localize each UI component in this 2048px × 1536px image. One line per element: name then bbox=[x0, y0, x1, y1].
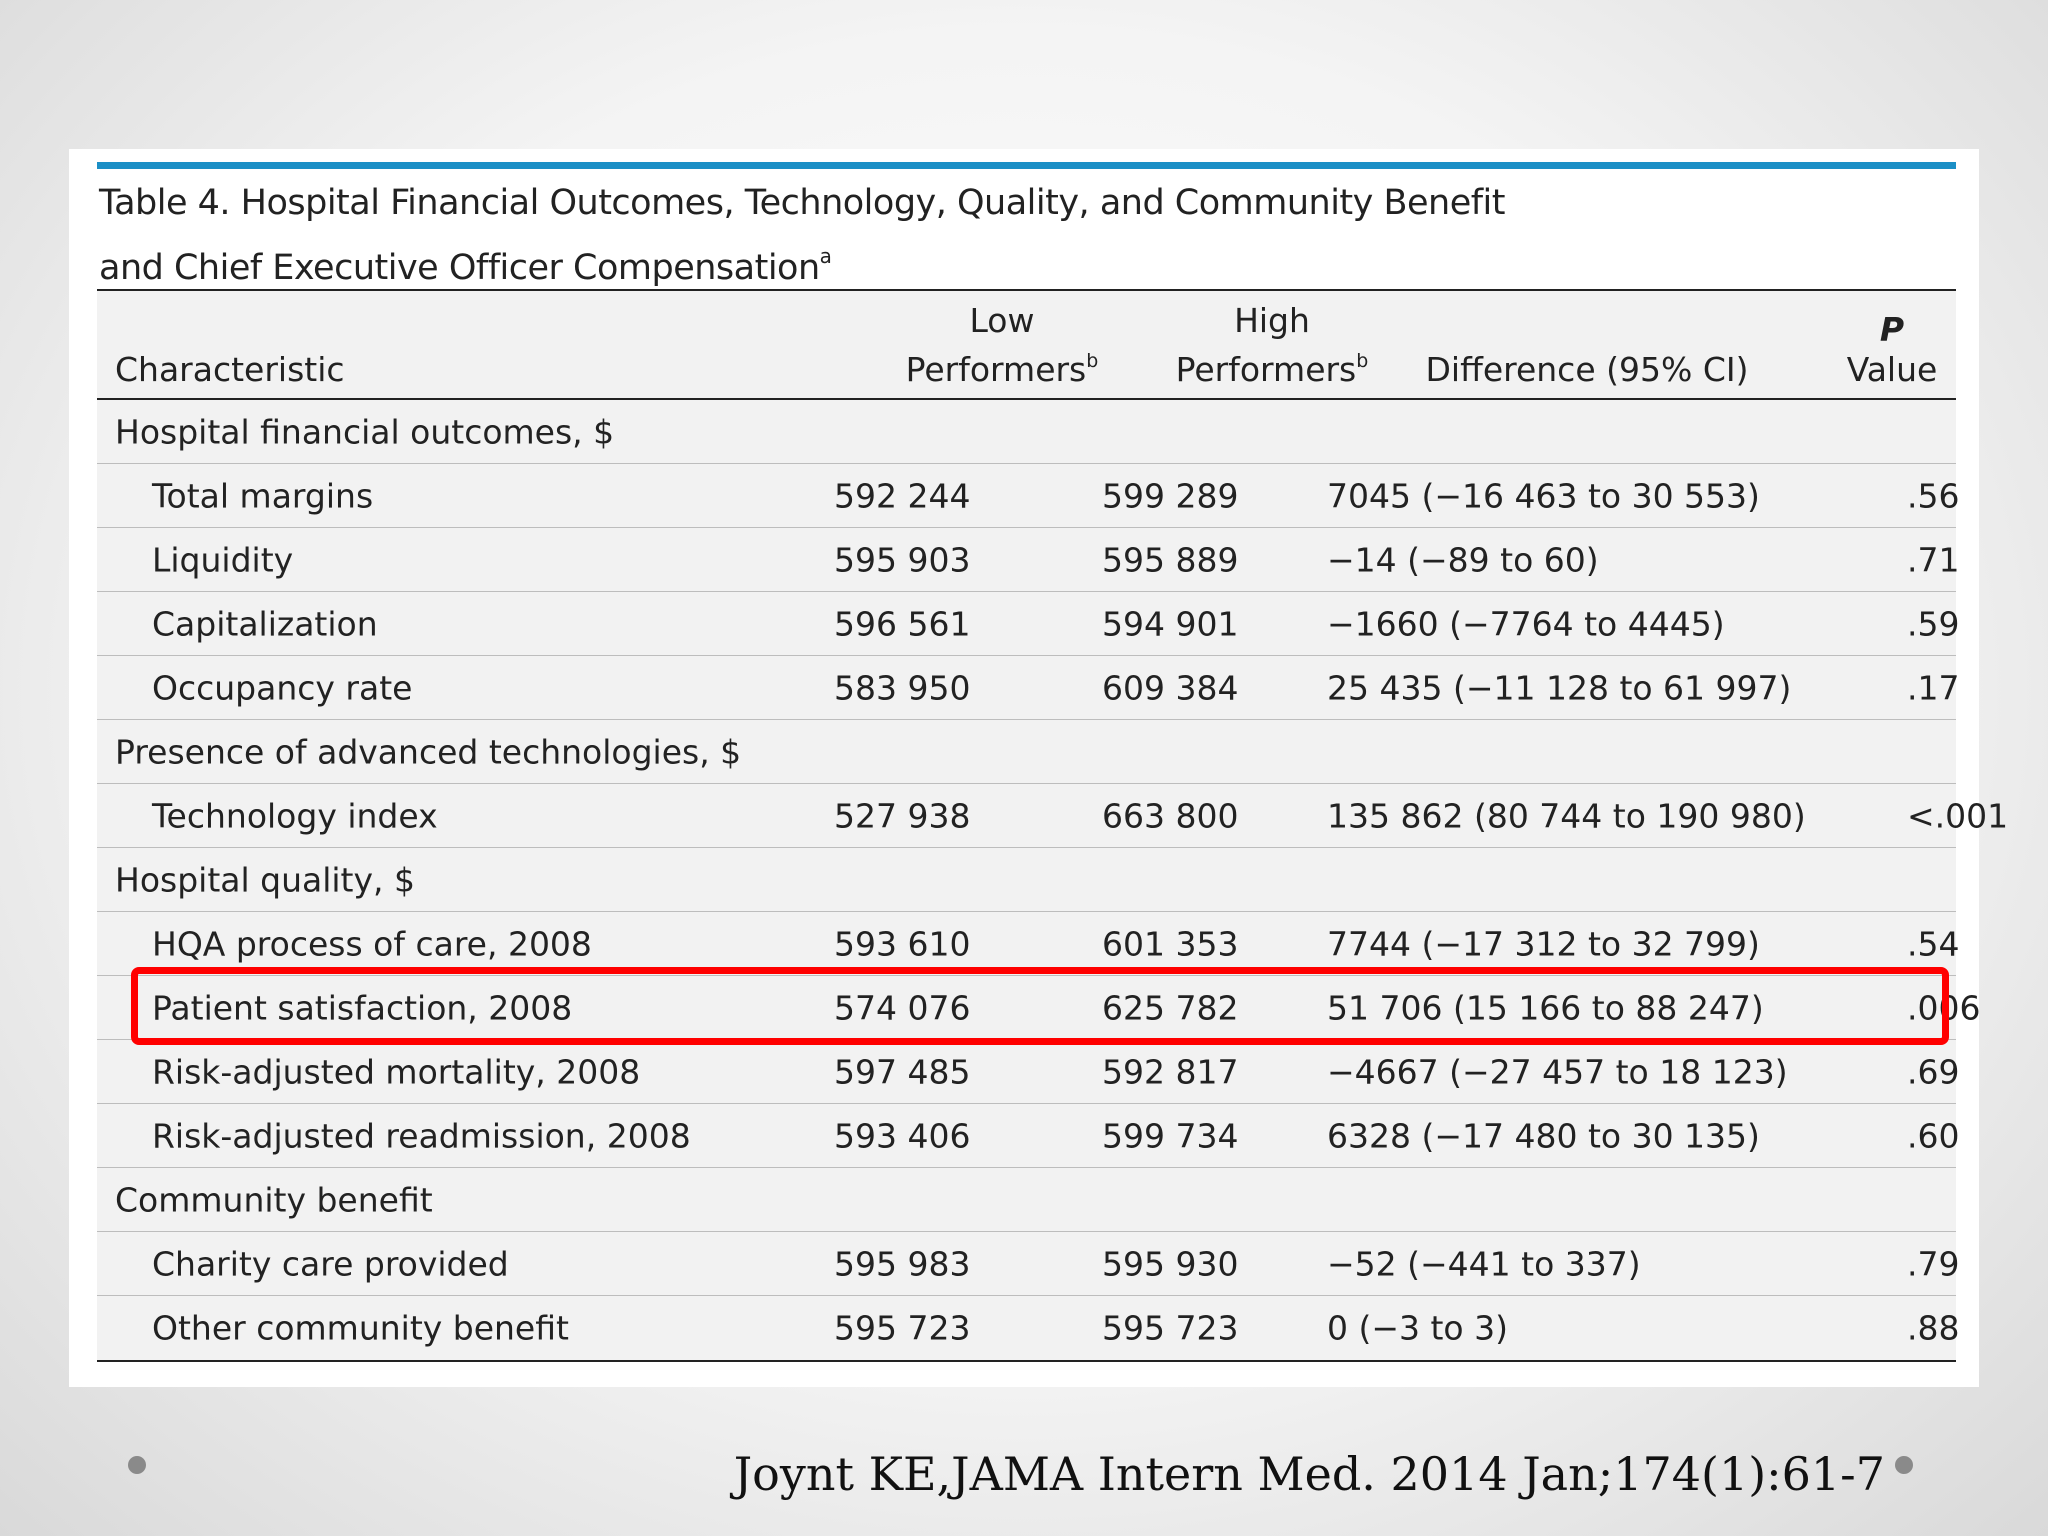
cell-characteristic: Capitalization bbox=[152, 604, 378, 643]
table-row: Risk-adjusted readmission, 2008 593 406 59… bbox=[97, 1104, 1959, 1168]
cell-low-performers: 593 406 bbox=[834, 1116, 971, 1155]
table-row: Technology index 527 938 663 800 135 862 (8… bbox=[97, 784, 2008, 848]
accent-bar bbox=[97, 162, 1956, 169]
cell-difference: −52 (−441 to 337) bbox=[1327, 1244, 1641, 1283]
cell-p-value: .88 bbox=[1907, 1308, 1960, 1348]
cell-low-performers: 595 723 bbox=[834, 1308, 971, 1348]
table-row: Risk-adjusted mortality, 2008 597 485 592 … bbox=[97, 1040, 1959, 1104]
cell-high-performers: 609 384 bbox=[1102, 668, 1239, 707]
cell-difference: 51 706 (15 166 to 88 247) bbox=[1327, 988, 1764, 1027]
table-row: Liquidity 595 903 595 889 −14 (−89 to 60) .7… bbox=[97, 528, 1959, 592]
header-p-value: P Value bbox=[1817, 310, 1967, 390]
citation: Joynt KE,JAMA Intern Med. 2014 Jan;174(1… bbox=[733, 1447, 1885, 1501]
cell-low-performers: 595 983 bbox=[834, 1244, 971, 1283]
header-high-line1: High bbox=[1234, 301, 1310, 340]
cell-low-performers: 527 938 bbox=[834, 796, 971, 835]
section-row: Hospital quality, $ bbox=[97, 848, 1956, 912]
cell-high-performers: 595 723 bbox=[1102, 1308, 1239, 1348]
cell-difference: 6328 (−17 480 to 30 135) bbox=[1327, 1116, 1760, 1155]
bullet-dot-left bbox=[128, 1456, 146, 1474]
header-high-sup: b bbox=[1356, 350, 1369, 372]
table-row: HQA process of care, 2008 593 610 601 353 7… bbox=[97, 912, 1959, 976]
cell-high-performers: 595 889 bbox=[1102, 540, 1239, 579]
header-p-line1: P bbox=[1879, 310, 1905, 349]
cell-high-performers: 599 289 bbox=[1102, 476, 1239, 515]
header-high-performers: High Performersb bbox=[1112, 301, 1432, 390]
title-footnote-marker: a bbox=[819, 244, 832, 268]
cell-p-value: .56 bbox=[1907, 476, 1960, 515]
cell-characteristic: Occupancy rate bbox=[152, 668, 413, 707]
table-card: Table 4. Hospital Financial Outcomes, Te… bbox=[69, 149, 2008, 1387]
table-row: Other community benefit 595 723 595 723 0 (… bbox=[97, 1296, 1959, 1360]
table-row: Charity care provided 595 983 595 930 −52 (… bbox=[97, 1232, 1959, 1296]
cell-difference: 0 (−3 to 3) bbox=[1327, 1308, 1508, 1348]
cell-low-performers: 574 076 bbox=[834, 988, 971, 1027]
cell-characteristic: HQA process of care, 2008 bbox=[152, 924, 592, 963]
table-row: Total margins 592 244 599 289 7045 (−16 463… bbox=[97, 464, 1959, 528]
cell-difference: −14 (−89 to 60) bbox=[1327, 540, 1599, 579]
cell-high-performers: 663 800 bbox=[1102, 796, 1239, 835]
cell-difference: −1660 (−7764 to 4445) bbox=[1327, 604, 1725, 643]
cell-low-performers: 592 244 bbox=[834, 476, 971, 515]
header-low-performers: Low Performersb bbox=[842, 301, 1162, 390]
cell-difference: 25 435 (−11 128 to 61 997) bbox=[1327, 668, 1792, 707]
cell-characteristic: Technology index bbox=[152, 796, 438, 835]
table-title: Table 4. Hospital Financial Outcomes, Te… bbox=[99, 177, 1899, 295]
title-line-2: and Chief Executive Officer Compensation bbox=[99, 248, 820, 288]
table-row: Capitalization 596 561 594 901 −1660 (−7764… bbox=[97, 592, 1959, 656]
cell-p-value: .69 bbox=[1907, 1052, 1960, 1091]
table-row: Occupancy rate 583 950 609 384 25 435 (−11 … bbox=[97, 656, 1959, 720]
cell-p-value: .71 bbox=[1907, 540, 1960, 579]
header-low-line2: Performers bbox=[905, 350, 1087, 389]
cell-difference: 7045 (−16 463 to 30 553) bbox=[1327, 476, 1760, 515]
cell-low-performers: 593 610 bbox=[834, 924, 971, 963]
section-label: Hospital financial outcomes, $ bbox=[115, 412, 615, 451]
header-characteristic: Characteristic bbox=[115, 350, 345, 389]
cell-low-performers: 595 903 bbox=[834, 540, 971, 579]
cell-p-value: <.001 bbox=[1907, 796, 2009, 835]
section-row: Community benefit bbox=[97, 1168, 1956, 1232]
cell-characteristic: Risk-adjusted mortality, 2008 bbox=[152, 1052, 641, 1091]
header-low-sup: b bbox=[1086, 350, 1099, 372]
cell-difference: −4667 (−27 457 to 18 123) bbox=[1327, 1052, 1788, 1091]
section-label: Community benefit bbox=[115, 1180, 433, 1219]
cell-p-value: .79 bbox=[1907, 1244, 1960, 1283]
cell-p-value: .54 bbox=[1907, 924, 1960, 963]
data-table: Characteristic Low Performersb High Perf… bbox=[97, 289, 2008, 1362]
cell-high-performers: 625 782 bbox=[1102, 988, 1239, 1027]
cell-characteristic: Charity care provided bbox=[152, 1244, 509, 1283]
section-row: Hospital financial outcomes, $ bbox=[97, 400, 1956, 464]
cell-characteristic: Total margins bbox=[152, 476, 374, 515]
cell-high-performers: 595 930 bbox=[1102, 1244, 1239, 1283]
cell-difference: 7744 (−17 312 to 32 799) bbox=[1327, 924, 1760, 963]
cell-high-performers: 592 817 bbox=[1102, 1052, 1239, 1091]
section-row: Presence of advanced technologies, $ bbox=[97, 720, 1956, 784]
bullet-dot-right bbox=[1895, 1456, 1913, 1474]
header-difference: Difference (95% CI) bbox=[1425, 350, 1749, 389]
cell-low-performers: 583 950 bbox=[834, 668, 971, 707]
header-low-line1: Low bbox=[969, 301, 1035, 340]
section-label: Hospital quality, $ bbox=[115, 860, 415, 899]
cell-characteristic: Other community benefit bbox=[152, 1308, 569, 1348]
cell-p-value: .59 bbox=[1907, 604, 1960, 643]
cell-high-performers: 594 901 bbox=[1102, 604, 1239, 643]
cell-characteristic: Risk-adjusted readmission, 2008 bbox=[152, 1116, 691, 1155]
cell-low-performers: 597 485 bbox=[834, 1052, 971, 1091]
title-line-1: Table 4. Hospital Financial Outcomes, Te… bbox=[99, 183, 1506, 223]
cell-low-performers: 596 561 bbox=[834, 604, 971, 643]
cell-p-value: .17 bbox=[1907, 668, 1960, 707]
cell-difference: 135 862 (80 744 to 190 980) bbox=[1327, 796, 1806, 835]
cell-high-performers: 599 734 bbox=[1102, 1116, 1239, 1155]
cell-p-value: .60 bbox=[1907, 1116, 1960, 1155]
section-label: Presence of advanced technologies, $ bbox=[115, 732, 742, 771]
highlight-box bbox=[131, 967, 1949, 1045]
cell-characteristic: Liquidity bbox=[152, 540, 294, 579]
cell-high-performers: 601 353 bbox=[1102, 924, 1239, 963]
header-high-line2: Performers bbox=[1175, 350, 1357, 389]
header-p-line2: Value bbox=[1846, 350, 1938, 389]
cell-characteristic: Patient satisfaction, 2008 bbox=[152, 988, 573, 1027]
table-header-row: Characteristic Low Performersb High Perf… bbox=[97, 291, 1956, 400]
